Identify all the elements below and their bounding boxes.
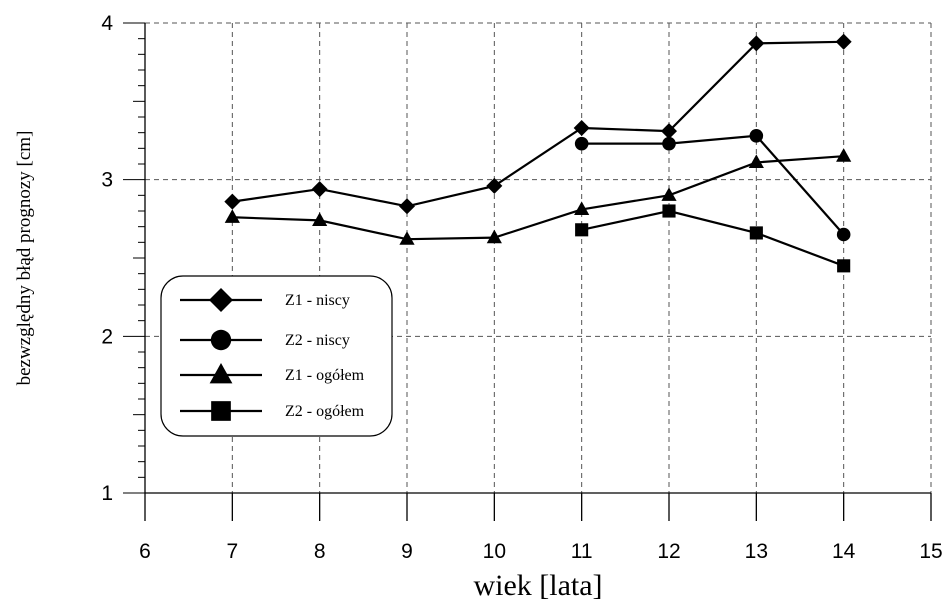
y-axis-label: bezwzględny błąd prognozy [cm]	[14, 131, 35, 386]
legend-item-1: Z1 - niscy	[180, 288, 350, 312]
legend: Z1 - niscy Z2 - niscy Z1 - ogółem Z2 - ogół…	[160, 275, 393, 437]
legend-box	[160, 275, 393, 437]
x-tick-label: 9	[401, 540, 413, 563]
series-line	[581, 209, 845, 267]
legend-item-2: Z2 - niscy	[180, 329, 350, 351]
data-point	[749, 226, 763, 240]
x-axis-label: wiek [lata]	[473, 569, 602, 599]
data-point	[573, 119, 590, 136]
x-tick-label: 12	[657, 540, 680, 563]
series-2	[574, 129, 851, 242]
data-point	[575, 223, 589, 237]
y-axis-ticks: 1 2 3 4	[101, 12, 145, 505]
x-tick-label: 13	[745, 540, 768, 563]
y-tick-label: 4	[101, 12, 113, 35]
y-tick-label: 3	[101, 169, 113, 192]
x-tick-label: 11	[571, 540, 593, 563]
y-tick-label: 1	[101, 482, 113, 505]
data-point	[836, 148, 852, 162]
data-point	[662, 204, 676, 218]
data-point	[311, 181, 328, 198]
legend-marker	[210, 329, 232, 351]
legend-marker	[211, 401, 231, 421]
series-line	[232, 40, 844, 208]
data-point	[748, 35, 765, 52]
legend-marker	[209, 288, 233, 312]
data-point	[574, 136, 589, 151]
data-point	[662, 136, 676, 151]
legend-label: Z2 - ogółem	[285, 403, 365, 420]
series-3	[224, 148, 852, 245]
x-tick-label: 10	[483, 540, 506, 563]
data-point	[486, 177, 503, 194]
data-point	[399, 198, 415, 215]
legend-label: Z1 - ogółem	[285, 367, 365, 384]
data-point	[224, 209, 240, 223]
x-tick-label: 6	[139, 540, 151, 563]
x-tick-label: 15	[919, 540, 942, 563]
data-point	[661, 187, 677, 201]
data-point	[837, 259, 851, 273]
data-point	[399, 231, 415, 245]
data-point	[748, 154, 764, 169]
x-tick-label: 8	[314, 540, 326, 563]
data-point	[836, 227, 851, 242]
legend-label: Z1 - niscy	[285, 292, 350, 309]
x-tick-label: 7	[226, 540, 238, 563]
legend-marker	[209, 363, 233, 384]
legend-item-4: Z2 - ogółem	[180, 401, 365, 421]
data-point	[749, 129, 764, 143]
series-4	[575, 204, 851, 273]
series-layer	[224, 33, 852, 273]
series-1	[224, 33, 852, 215]
data-point	[224, 193, 241, 210]
y-tick-label: 2	[101, 325, 113, 348]
data-point	[661, 123, 677, 140]
series-line	[232, 155, 844, 241]
data-point	[574, 201, 590, 216]
x-axis-ticks: 6 7 8 9 10 11 12 13 14 15	[139, 493, 943, 563]
legend-item-3: Z1 - ogółem	[180, 363, 365, 384]
data-point	[312, 212, 328, 226]
x-tick-label: 14	[832, 540, 856, 563]
data-point	[486, 229, 502, 244]
legend-label: Z2 - niscy	[285, 332, 350, 349]
series-line	[581, 134, 845, 236]
data-point	[835, 33, 852, 50]
